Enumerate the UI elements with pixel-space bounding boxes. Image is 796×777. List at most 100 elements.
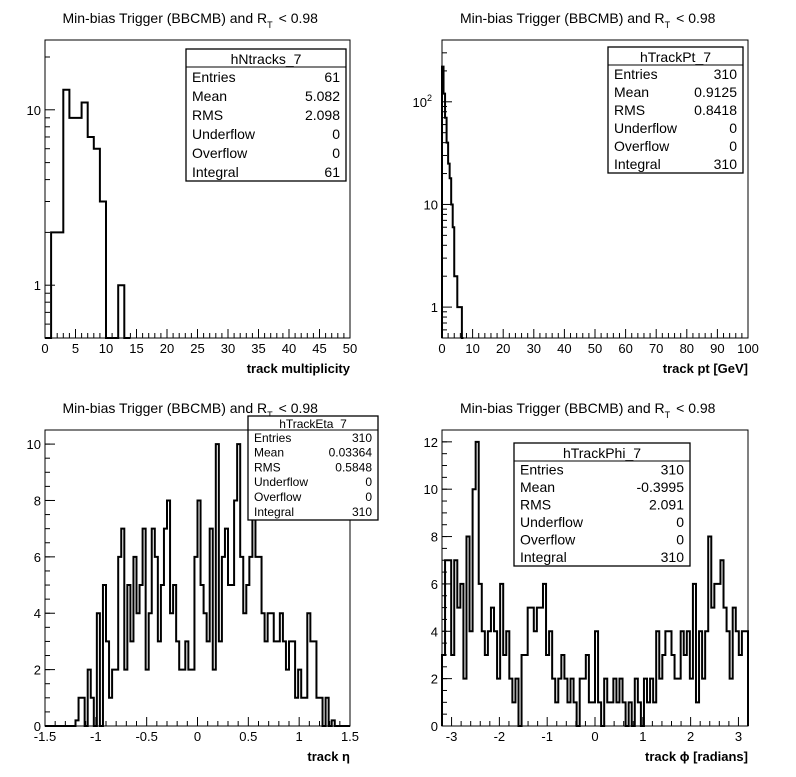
y-tick-label: 10 bbox=[27, 437, 41, 452]
x-tick-label: 0 bbox=[438, 341, 445, 356]
x-tick-label: 15 bbox=[129, 341, 143, 356]
x-tick-label: 30 bbox=[221, 341, 235, 356]
x-tick-label: 45 bbox=[312, 341, 326, 356]
stats-box-name: hTrackEta_7 bbox=[279, 417, 347, 431]
x-tick-label: 0 bbox=[41, 341, 48, 356]
stats-row-label: Mean bbox=[614, 84, 649, 100]
stats-row-value: 0 bbox=[332, 126, 340, 142]
stats-row-value: 61 bbox=[324, 164, 340, 180]
stats-row-value: 0 bbox=[729, 138, 737, 154]
stats-row-label: Underflow bbox=[254, 475, 308, 489]
x-tick-label: 10 bbox=[465, 341, 479, 356]
x-tick-label: 0.5 bbox=[239, 729, 257, 744]
stats-row-value: 0.9125 bbox=[694, 84, 737, 100]
stats-row-value: 0 bbox=[365, 475, 372, 489]
stats-row-label: RMS bbox=[192, 107, 223, 123]
histogram-panel-4: Min-bias Trigger (BBCMB) and RT < 0.98 -3 -… bbox=[424, 400, 749, 764]
x-tick-label: -2 bbox=[494, 729, 506, 744]
x-tick-label: 1.5 bbox=[341, 729, 359, 744]
x-tick-label: 25 bbox=[190, 341, 204, 356]
panel-title: Min-bias Trigger (BBCMB) and RT < 0.98 bbox=[63, 10, 319, 30]
x-tick-label: 5 bbox=[72, 341, 79, 356]
x-tick-label: 35 bbox=[251, 341, 265, 356]
stats-row-value: 310 bbox=[661, 549, 685, 565]
stats-row-label: Mean bbox=[254, 446, 284, 460]
x-tick-label: 20 bbox=[496, 341, 510, 356]
y-tick-label: 4 bbox=[34, 606, 41, 621]
y-tick-label: 12 bbox=[424, 435, 438, 450]
stats-row-value: 310 bbox=[714, 156, 738, 172]
y-tick-label: 10 bbox=[27, 103, 41, 118]
stats-row-label: Integral bbox=[254, 505, 294, 519]
y-tick-label: 8 bbox=[431, 530, 438, 545]
histogram-line bbox=[441, 65, 464, 339]
stats-box-frame bbox=[185, 48, 347, 182]
x-tick-label: 60 bbox=[618, 341, 632, 356]
stats-row-label: Entries bbox=[192, 69, 236, 85]
stats-row-label: RMS bbox=[614, 102, 645, 118]
x-tick-label: 90 bbox=[710, 341, 724, 356]
y-tick-label: 1 bbox=[431, 300, 438, 315]
stats-row-label: Overflow bbox=[520, 532, 576, 548]
histogram-panel-2: Min-bias Trigger (BBCMB) and RT < 0.980 10… bbox=[413, 10, 759, 376]
stats-row-value: 310 bbox=[714, 66, 738, 82]
x-tick-label: 100 bbox=[737, 341, 759, 356]
stats-box-name: hNtracks_7 bbox=[231, 51, 302, 67]
stats-row-value: 2.098 bbox=[305, 107, 340, 123]
panel-title: Min-bias Trigger (BBCMB) and RT < 0.98 bbox=[460, 400, 716, 420]
y-tick-label: 6 bbox=[431, 577, 438, 592]
x-tick-label: 1 bbox=[639, 729, 646, 744]
stats-row-label: Integral bbox=[614, 156, 661, 172]
y-tick-label: 1 bbox=[34, 278, 41, 293]
x-tick-label: 0 bbox=[194, 729, 201, 744]
histogram-line bbox=[45, 88, 131, 339]
stats-row-value: 310 bbox=[352, 505, 372, 519]
x-tick-label: 1 bbox=[296, 729, 303, 744]
stats-row-value: 0 bbox=[676, 514, 684, 530]
stats-row-label: RMS bbox=[520, 497, 551, 513]
stats-row-label: Overflow bbox=[192, 145, 248, 161]
stats-row-value: 61 bbox=[324, 69, 340, 85]
histogram-panel-1: Min-bias Trigger (BBCMB) and RT < 0.98 0 5 1… bbox=[27, 10, 358, 376]
stats-row-label: Entries bbox=[520, 462, 564, 478]
x-tick-label: 20 bbox=[160, 341, 174, 356]
x-tick-label: 0 bbox=[591, 729, 598, 744]
x-tick-label: 70 bbox=[649, 341, 663, 356]
y-tick-label: 10 bbox=[424, 197, 438, 212]
stats-row-value: 0 bbox=[332, 145, 340, 161]
stats-row-value: 5.082 bbox=[305, 88, 340, 104]
x-tick-label: 30 bbox=[527, 341, 541, 356]
stats-row-value: 310 bbox=[661, 462, 685, 478]
stats-row-label: Overflow bbox=[614, 138, 670, 154]
stats-row-value: 0.03364 bbox=[329, 446, 373, 460]
y-tick-label: 2 bbox=[34, 663, 41, 678]
stats-row-label: Integral bbox=[192, 164, 239, 180]
stats-row-label: Entries bbox=[614, 66, 658, 82]
stats-row-value: 0 bbox=[365, 490, 372, 504]
stats-row-label: RMS bbox=[254, 460, 281, 474]
y-tick-label: 0 bbox=[431, 719, 438, 734]
stats-row-label: Integral bbox=[520, 549, 567, 565]
stats-row-label: Underflow bbox=[192, 126, 256, 142]
stats-row-value: 310 bbox=[352, 431, 372, 445]
stats-row-label: Mean bbox=[520, 479, 555, 495]
y-tick-label: 2 bbox=[431, 672, 438, 687]
y-tick-label: 4 bbox=[431, 624, 438, 639]
histogram-panel-3: Min-bias Trigger (BBCMB) and RT < 0.98 -1.… bbox=[27, 400, 379, 764]
y-tick-label: 0 bbox=[34, 719, 41, 734]
stats-box: hNtracks_7 Entries 61 Mean 5.082 RMS 2.098 Unde… bbox=[185, 48, 347, 182]
stats-row-value: -0.3995 bbox=[637, 479, 685, 495]
stats-box-name: hTrackPt_7 bbox=[640, 49, 711, 65]
histogram-line bbox=[45, 443, 350, 727]
x-tick-label: -1.5 bbox=[34, 729, 56, 744]
stats-row-label: Underflow bbox=[520, 514, 584, 530]
x-tick-label: 50 bbox=[343, 341, 357, 356]
x-axis-label: track pt [GeV] bbox=[663, 361, 748, 376]
stats-row-value: 0 bbox=[729, 120, 737, 136]
histogram-line bbox=[441, 440, 749, 727]
